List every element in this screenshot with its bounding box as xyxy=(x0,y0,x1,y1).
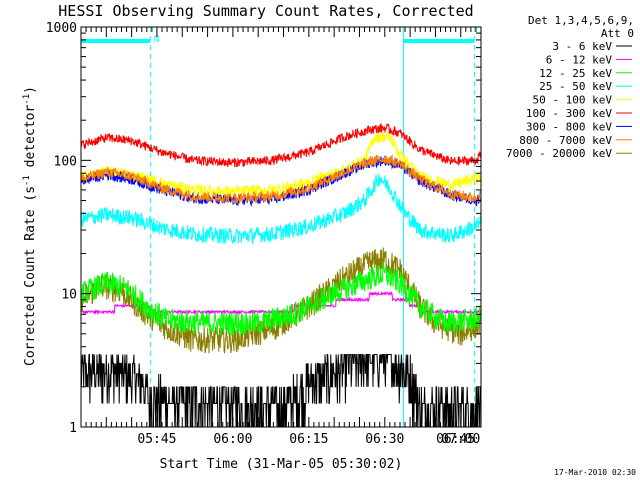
legend-entry-label: 3 - 6 keV xyxy=(552,40,612,53)
series-line xyxy=(81,122,481,168)
legend-entry-label: 300 - 800 keV xyxy=(526,120,612,133)
y-tick-label: 1 xyxy=(69,421,77,436)
series-line xyxy=(81,131,481,199)
legend-entry-label: 50 - 100 keV xyxy=(533,94,613,107)
annotation-label: N xyxy=(154,35,159,45)
y-tick-label: 10 xyxy=(61,288,77,303)
x-tick-label: 06:00 xyxy=(213,432,252,447)
series-line xyxy=(81,154,481,205)
y-tick-label: 100 xyxy=(54,154,77,169)
y-axis-title-sup1: -1 xyxy=(22,175,32,186)
series-line xyxy=(81,354,481,427)
series-line xyxy=(81,262,481,336)
x-tick-label: 06:45 xyxy=(436,432,475,447)
x-tick-label: 06:30 xyxy=(365,432,404,447)
timestamp: 17-Mar-2010 02:30 xyxy=(554,468,636,477)
legend-entry-label: 12 - 25 keV xyxy=(539,67,612,80)
legend-header-detectors: Det 1,3,4,5,6,9, xyxy=(528,14,634,27)
legend-entry-label: 25 - 50 keV xyxy=(539,80,612,93)
x-tick-label: 05:45 xyxy=(137,432,176,447)
series-line xyxy=(81,173,481,245)
legend-header-attenuator: Att 0 xyxy=(601,27,634,40)
x-tick-label: 06:15 xyxy=(289,432,328,447)
chart-title: HESSI Observing Summary Count Rates, Cor… xyxy=(58,2,473,20)
plot-frame xyxy=(80,26,482,428)
y-axis-title-sup2: -1 xyxy=(22,94,32,105)
y-axis-title-end: ) xyxy=(23,86,38,94)
legend-entry-label: 800 - 7000 keV xyxy=(519,134,612,147)
y-tick-label: 1000 xyxy=(46,21,77,36)
legend-entry-label: 6 - 12 keV xyxy=(546,53,613,66)
y-axis-title-main: Corrected Count Rate (s xyxy=(23,186,38,366)
y-axis-title-mid: detector xyxy=(23,105,38,176)
x-tick-label: 07:00 xyxy=(441,432,480,447)
y-axis-title: Corrected Count Rate (s-1 detector-1) xyxy=(22,86,38,366)
legend-entry-label: 7000 - 20000 keV xyxy=(506,147,612,160)
x-axis-title: Start Time (31-Mar-05 05:30:02) xyxy=(160,457,403,472)
plot-area: N xyxy=(81,27,481,427)
legend-entry-label: 100 - 300 keV xyxy=(526,107,612,120)
